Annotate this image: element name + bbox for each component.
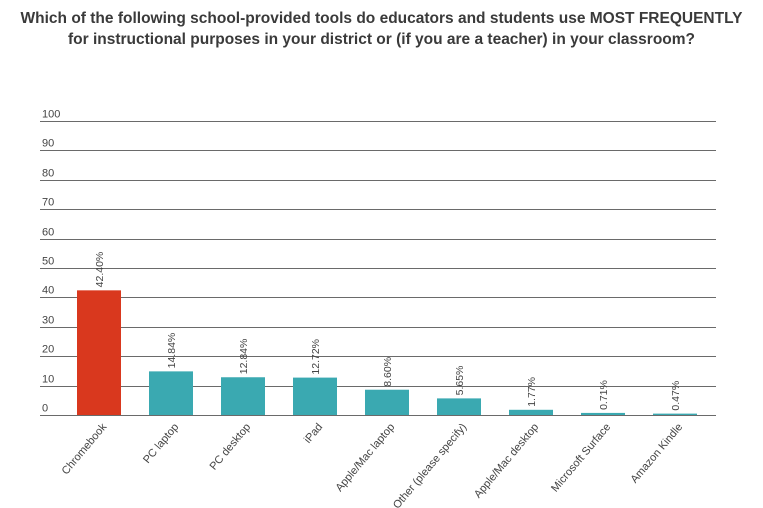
data-label-6: 1.77% [526,377,538,407]
y-tick-label-60: 60 [42,227,54,239]
y-tick-label-50: 50 [42,256,54,268]
data-label-2: 12.84% [238,339,250,375]
y-tick-label-80: 80 [42,168,54,180]
category-label-8: Amazon Kindle [629,421,686,485]
y-tick-label-100: 100 [42,109,60,121]
data-label-0: 42.40% [94,252,106,288]
category-label-6: Apple/Mac desktop [472,421,541,500]
bar-7 [581,412,625,415]
chart-title: Which of the following school-provided t… [20,8,743,50]
bar-4 [365,389,409,415]
category-label-1: PC laptop [141,421,181,466]
data-label-7: 0.71% [598,380,610,410]
bar-1 [149,371,193,415]
y-tick-label-0: 0 [42,403,48,415]
y-tick-label-90: 90 [42,138,54,150]
bar-3 [293,377,337,415]
chart-title-line-1: Which of the following school-provided t… [20,10,743,27]
category-label-2: PC desktop [208,421,254,472]
data-label-5: 5.65% [454,366,466,396]
data-label-3: 12.72% [310,339,322,375]
category-label-5: Other (please specify) [391,421,469,508]
y-tick-label-70: 70 [42,197,54,209]
category-label-7: Microsoft Surface [549,421,613,494]
category-label-3: iPad [302,421,325,446]
chart-title-line-2: for instructional purposes in your distr… [67,31,696,48]
bar-8 [653,413,697,415]
y-tick-label-30: 30 [42,315,54,327]
bar-0 [77,290,121,415]
data-label-4: 8.60% [382,357,394,387]
y-tick-label-40: 40 [42,285,54,297]
y-tick-label-20: 20 [42,344,54,356]
bar-5 [437,398,481,415]
bar-6 [509,409,553,415]
y-tick-label-10: 10 [42,374,54,386]
data-label-1: 14.84% [166,333,178,369]
category-label-4: Apple/Mac laptop [333,421,397,494]
category-label-0: Chromebook [60,421,110,477]
data-label-8: 0.47% [670,381,682,411]
bar-2 [221,377,265,415]
